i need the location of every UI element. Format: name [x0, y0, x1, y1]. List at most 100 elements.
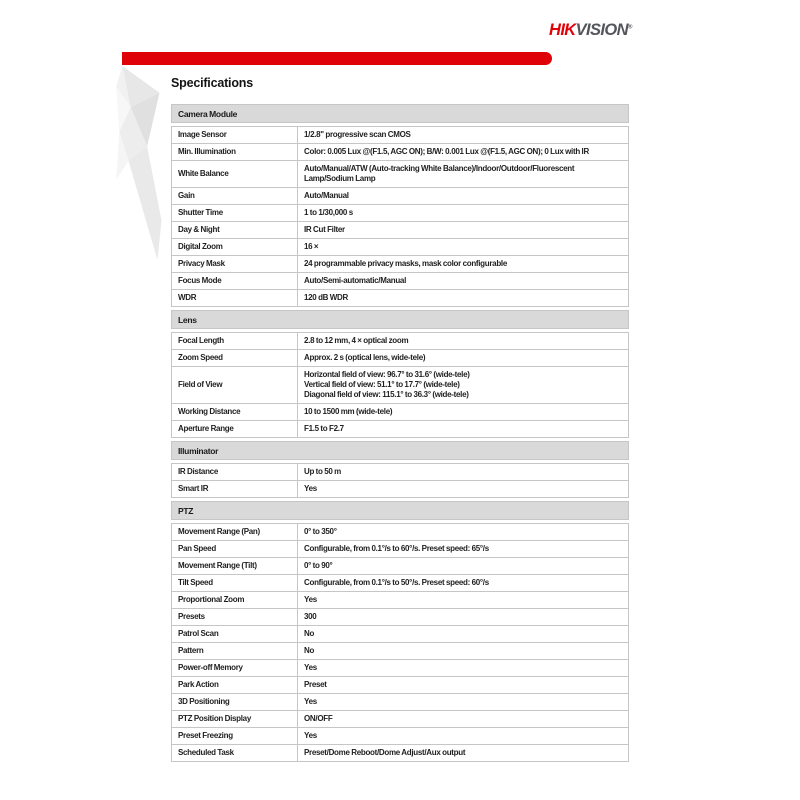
section-rows: Focal Length 2.8 to 12 mm, 4 × optical zo…: [171, 332, 629, 438]
section-header-illuminator: Illuminator: [171, 441, 629, 460]
spec-label: 3D Positioning: [172, 694, 298, 710]
spec-label: Tilt Speed: [172, 575, 298, 591]
table-row: Working Distance 10 to 1500 mm (wide-tele…: [172, 404, 628, 421]
table-row: Shutter Time 1 to 1/30,000 s: [172, 205, 628, 222]
section-header-lens: Lens: [171, 310, 629, 329]
spec-label: Day & Night: [172, 222, 298, 238]
spec-label: Movement Range (Tilt): [172, 558, 298, 574]
table-row: Privacy Mask 24 programmable privacy mask…: [172, 256, 628, 273]
spec-value: Configurable, from 0.1°/s to 50°/s. Pres…: [304, 578, 489, 587]
spec-value: ON/OFF: [304, 714, 333, 723]
spec-value: Preset/Dome Reboot/Dome Adjust/Aux outpu…: [304, 748, 466, 757]
table-row: Min. Illumination Color: 0.005 Lux @(F1.5…: [172, 144, 628, 161]
section-rows: Movement Range (Pan) 0° to 350° Pan Speed…: [171, 523, 629, 762]
spec-value: Yes: [304, 697, 317, 706]
table-row: Pan Speed Configurable, from 0.1°/s to 60…: [172, 541, 628, 558]
registered-mark: ®: [627, 24, 633, 31]
spec-label: WDR: [172, 290, 298, 306]
spec-value: Auto/Manual/ATW (Auto-tracking White Bal…: [304, 164, 575, 183]
spec-label: Digital Zoom: [172, 239, 298, 255]
spec-label: IR Distance: [172, 464, 298, 480]
spec-label: Focus Mode: [172, 273, 298, 289]
spec-label: Scheduled Task: [172, 745, 298, 761]
table-row: IR Distance Up to 50 m: [172, 464, 628, 481]
spec-value: Auto/Semi-automatic/Manual: [304, 276, 406, 285]
table-row: Digital Zoom 16 ×: [172, 239, 628, 256]
table-row: Movement Range (Tilt) 0° to 90°: [172, 558, 628, 575]
spec-label: Movement Range (Pan): [172, 524, 298, 540]
spec-value: Horizontal field of view: 96.7° to 31.6°…: [304, 370, 470, 399]
section-rows: IR Distance Up to 50 m Smart IR Yes: [171, 463, 629, 498]
table-row: Focus Mode Auto/Semi-automatic/Manual: [172, 273, 628, 290]
spec-value: Yes: [304, 595, 317, 604]
logo-hik-text: HIK: [549, 21, 576, 39]
table-row: Zoom Speed Approx. 2 s (optical lens, wid…: [172, 350, 628, 367]
spec-value: 120 dB WDR: [304, 293, 348, 302]
section-camera-module: Camera Module Image Sensor 1/2.8" progres…: [171, 104, 629, 307]
spec-label: Image Sensor: [172, 127, 298, 143]
spec-value: 2.8 to 12 mm, 4 × optical zoom: [304, 336, 409, 345]
section-lens: Lens Focal Length 2.8 to 12 mm, 4 × optic…: [171, 310, 629, 438]
page-title: Specifications: [171, 76, 253, 90]
spec-label: Shutter Time: [172, 205, 298, 221]
table-row: Tilt Speed Configurable, from 0.1°/s to 5…: [172, 575, 628, 592]
spec-label: Smart IR: [172, 481, 298, 497]
spec-label: Pattern: [172, 643, 298, 659]
spec-value: 24 programmable privacy masks, mask colo…: [304, 259, 507, 268]
table-row: WDR 120 dB WDR: [172, 290, 628, 307]
spec-value: 0° to 350°: [304, 527, 337, 536]
content-area: Specifications Camera Module Image Senso…: [165, 76, 630, 762]
spec-value: Auto/Manual: [304, 191, 349, 200]
spec-value: F1.5 to F2.7: [304, 424, 344, 433]
spec-value: 0° to 90°: [304, 561, 333, 570]
section-header-ptz: PTZ: [171, 501, 629, 520]
spec-value: 16 ×: [304, 242, 319, 251]
spec-value: Color: 0.005 Lux @(F1.5, AGC ON); B/W: 0…: [304, 147, 589, 156]
spec-label: Power-off Memory: [172, 660, 298, 676]
spec-value: Yes: [304, 663, 317, 672]
spec-label: Focal Length: [172, 333, 298, 349]
table-row: Aperture Range F1.5 to F2.7: [172, 421, 628, 438]
spec-label: Privacy Mask: [172, 256, 298, 272]
spec-value: Yes: [304, 731, 317, 740]
spec-label: Working Distance: [172, 404, 298, 420]
spec-label: Preset Freezing: [172, 728, 298, 744]
hikvision-logo: HIKVISION®: [549, 21, 632, 40]
spec-label: Zoom Speed: [172, 350, 298, 366]
table-row: Scheduled Task Preset/Dome Reboot/Dome Ad…: [172, 745, 628, 762]
table-row: PTZ Position Display ON/OFF: [172, 711, 628, 728]
table-row: Day & Night IR Cut Filter: [172, 222, 628, 239]
table-row: Field of View Horizontal field of view: 9…: [172, 367, 628, 404]
table-row: Pattern No: [172, 643, 628, 660]
spec-value: 300: [304, 612, 317, 621]
red-accent-bar: [122, 52, 552, 65]
spec-value: IR Cut Filter: [304, 225, 345, 234]
spec-value: No: [304, 629, 315, 638]
table-row: Focal Length 2.8 to 12 mm, 4 × optical zo…: [172, 333, 628, 350]
table-row: Proportional Zoom Yes: [172, 592, 628, 609]
section-ptz: PTZ Movement Range (Pan) 0° to 350° Pan S…: [171, 501, 629, 762]
table-row: Gain Auto/Manual: [172, 188, 628, 205]
spec-value: 1/2.8" progressive scan CMOS: [304, 130, 411, 139]
table-row: Park Action Preset: [172, 677, 628, 694]
spec-label: Park Action: [172, 677, 298, 693]
table-row: 3D Positioning Yes: [172, 694, 628, 711]
spec-label: Pan Speed: [172, 541, 298, 557]
spec-value: Approx. 2 s (optical lens, wide-tele): [304, 353, 426, 362]
spec-label: Field of View: [172, 367, 298, 403]
spec-label: PTZ Position Display: [172, 711, 298, 727]
table-row: Smart IR Yes: [172, 481, 628, 498]
watermark-graphic: [116, 66, 162, 260]
table-row: Preset Freezing Yes: [172, 728, 628, 745]
section-illuminator: Illuminator IR Distance Up to 50 m Smart …: [171, 441, 629, 498]
spec-value: 1 to 1/30,000 s: [304, 208, 353, 217]
table-row: Presets 300: [172, 609, 628, 626]
section-rows: Image Sensor 1/2.8" progressive scan CMOS…: [171, 126, 629, 307]
table-row: White Balance Auto/Manual/ATW (Auto-track…: [172, 161, 628, 188]
spec-label: Min. Illumination: [172, 144, 298, 160]
spec-label: Gain: [172, 188, 298, 204]
specifications-table: Camera Module Image Sensor 1/2.8" progres…: [171, 104, 629, 762]
spec-label: Proportional Zoom: [172, 592, 298, 608]
table-row: Movement Range (Pan) 0° to 350°: [172, 524, 628, 541]
